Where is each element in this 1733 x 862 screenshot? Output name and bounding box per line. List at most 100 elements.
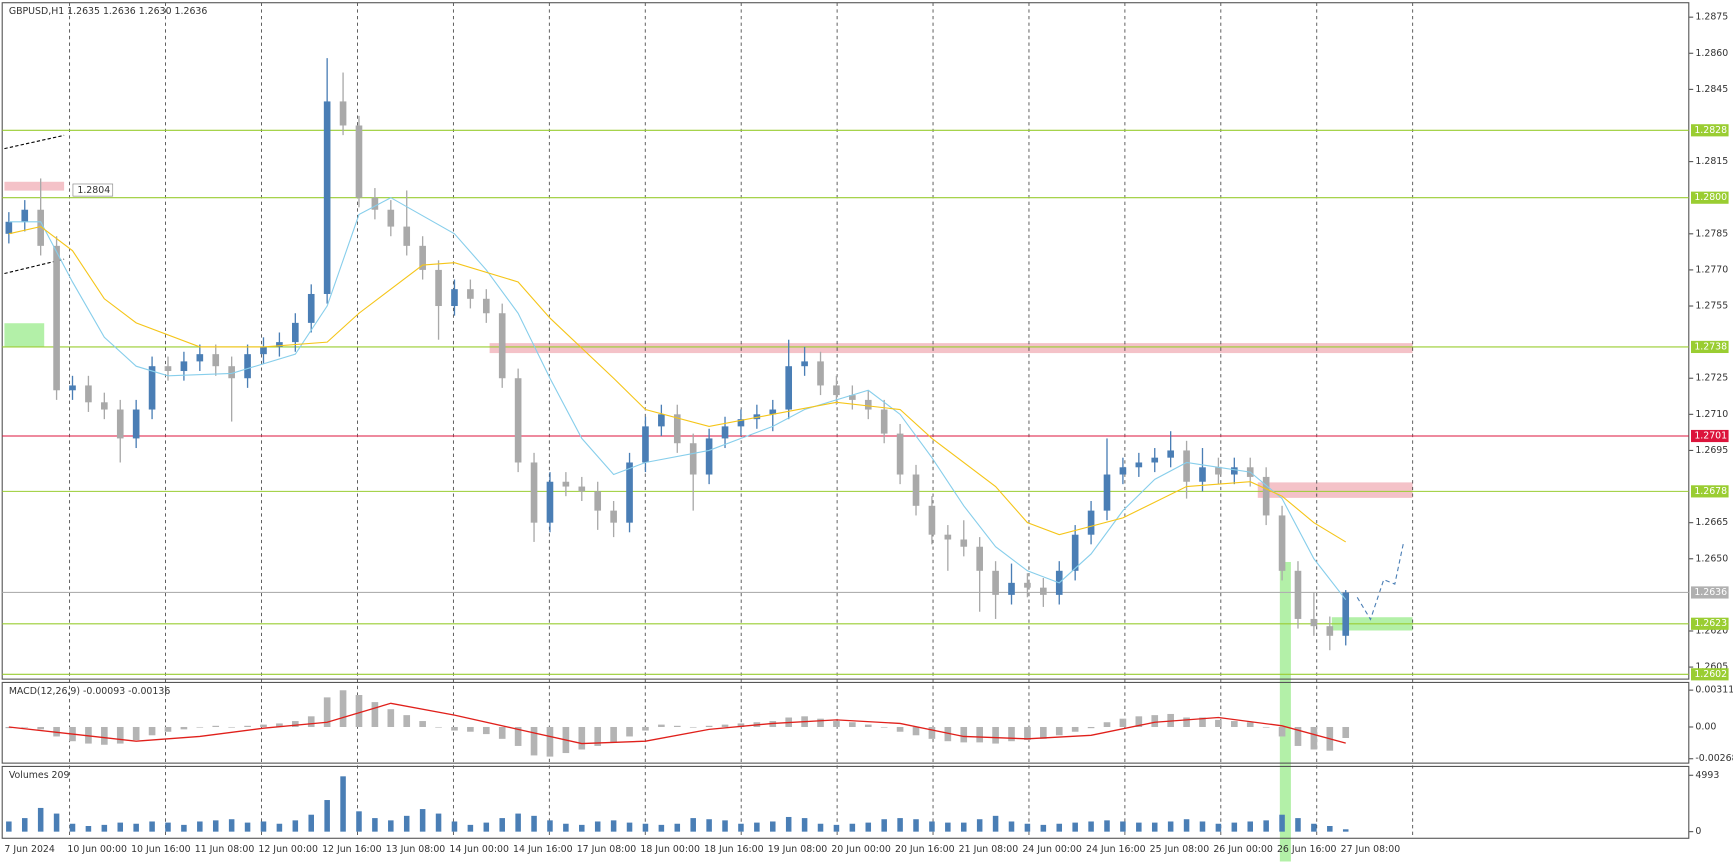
macd-bar: [180, 726, 188, 730]
level-label: 1.2602: [1694, 669, 1727, 680]
volume-bar: [738, 823, 744, 832]
volume-bar: [197, 821, 203, 832]
volume-bar: [372, 818, 378, 832]
candle-body: [594, 491, 602, 511]
macd-bar: [864, 724, 872, 727]
zone: [1279, 561, 1291, 862]
volume-bar: [706, 819, 712, 832]
volume-bar: [833, 824, 840, 832]
volume-bar: [897, 818, 903, 832]
volume-bar: [960, 822, 967, 832]
macd-bar: [1262, 726, 1270, 728]
volume-bar: [1263, 820, 1269, 832]
macd-bar: [1151, 715, 1159, 727]
x-tick-label: 21 Jun 08:00: [959, 844, 1019, 855]
volume-bar: [499, 818, 505, 832]
macd-bar: [1071, 726, 1079, 732]
macd-bar: [673, 725, 681, 727]
level-label-box: [1691, 340, 1729, 354]
candle-body: [833, 385, 840, 396]
candle-body: [753, 414, 761, 420]
candle-body: [928, 505, 936, 535]
macd-bar: [292, 721, 299, 727]
macd-bar: [594, 726, 602, 746]
y-tick-label: 0.00: [1695, 721, 1716, 732]
candle-body: [69, 385, 76, 391]
volume-bar: [785, 816, 792, 832]
y-tick-label: 1.2770: [1695, 264, 1728, 275]
x-tick-label: 19 Jun 08:00: [768, 844, 828, 855]
y-tick-label: 0.00311: [1695, 685, 1733, 696]
candle-body: [849, 395, 856, 400]
y-tick-label: 1.2650: [1695, 553, 1728, 564]
candle-body: [1294, 570, 1302, 619]
volume-bar: [212, 820, 219, 832]
volume-bar: [340, 776, 346, 832]
macd-bar: [212, 725, 220, 727]
macd-bar: [944, 726, 952, 742]
macd-bar: [1087, 726, 1095, 729]
macd-bar: [1246, 722, 1254, 727]
candle-body: [260, 346, 267, 355]
macd-bar: [371, 702, 379, 727]
candle-body: [546, 481, 554, 523]
candle-body: [610, 510, 617, 523]
volume-bar: [1120, 821, 1126, 832]
candle-body: [419, 245, 426, 270]
volume-bar: [881, 819, 887, 832]
volume-bar: [1008, 821, 1015, 832]
volume-bar: [181, 824, 187, 832]
volume-bar: [1231, 822, 1238, 832]
candle-body: [642, 426, 649, 463]
y-tick-label: 1.2755: [1695, 301, 1728, 312]
volume-bar: [690, 818, 696, 832]
macd-bar: [307, 716, 315, 727]
candle-body: [212, 354, 220, 367]
macd-bar: [960, 726, 968, 743]
macd-bar: [276, 723, 283, 727]
candle-body: [626, 462, 633, 523]
volume-bar: [6, 821, 12, 832]
volume-bar: [1295, 818, 1301, 832]
macd-bar: [1040, 726, 1047, 739]
candle-body: [164, 366, 172, 372]
volume-bar: [674, 823, 681, 832]
macd-bar: [1310, 726, 1318, 750]
chart-title: GBPUSD,H1 1.2635 1.2636 1.2630 1.2636: [9, 6, 208, 17]
zone: [1257, 482, 1413, 498]
macd-bar: [689, 726, 697, 728]
candle-body: [132, 409, 140, 439]
volume-bar: [1311, 823, 1317, 832]
volume-panel: [1, 765, 1690, 839]
level-label: 1.2800: [1694, 192, 1727, 203]
candle-body: [101, 402, 108, 410]
macd-bar: [737, 723, 745, 727]
volume-bar: [133, 823, 139, 832]
annotation: 1.2804: [77, 185, 110, 196]
volume-bar: [992, 815, 999, 832]
macd-bar: [721, 724, 729, 727]
candle-body: [403, 226, 411, 246]
candle-body: [960, 539, 968, 547]
volume-bar: [1151, 822, 1158, 832]
candle-body: [116, 409, 124, 439]
macd-bar: [642, 726, 649, 731]
macd-bar: [880, 726, 888, 728]
volume-bar: [531, 815, 537, 832]
candle-body: [1231, 467, 1238, 475]
macd-bar: [355, 694, 363, 727]
candle-body: [976, 546, 983, 571]
y-tick-label: 1.2695: [1695, 445, 1728, 456]
x-tick-label: 11 Jun 08:00: [195, 844, 255, 855]
candle-body: [1135, 462, 1143, 468]
macd-bar: [896, 726, 904, 732]
x-tick-label: 20 Jun 16:00: [895, 844, 955, 855]
candle-body: [1151, 457, 1159, 463]
volume-bar: [101, 824, 108, 832]
x-tick-label: 7 Jun 2024: [4, 844, 54, 855]
level-label: 1.2738: [1694, 341, 1727, 352]
level-label: 1.2623: [1694, 618, 1727, 629]
level-label-box: [1691, 485, 1729, 498]
macd-bar: [403, 715, 411, 727]
